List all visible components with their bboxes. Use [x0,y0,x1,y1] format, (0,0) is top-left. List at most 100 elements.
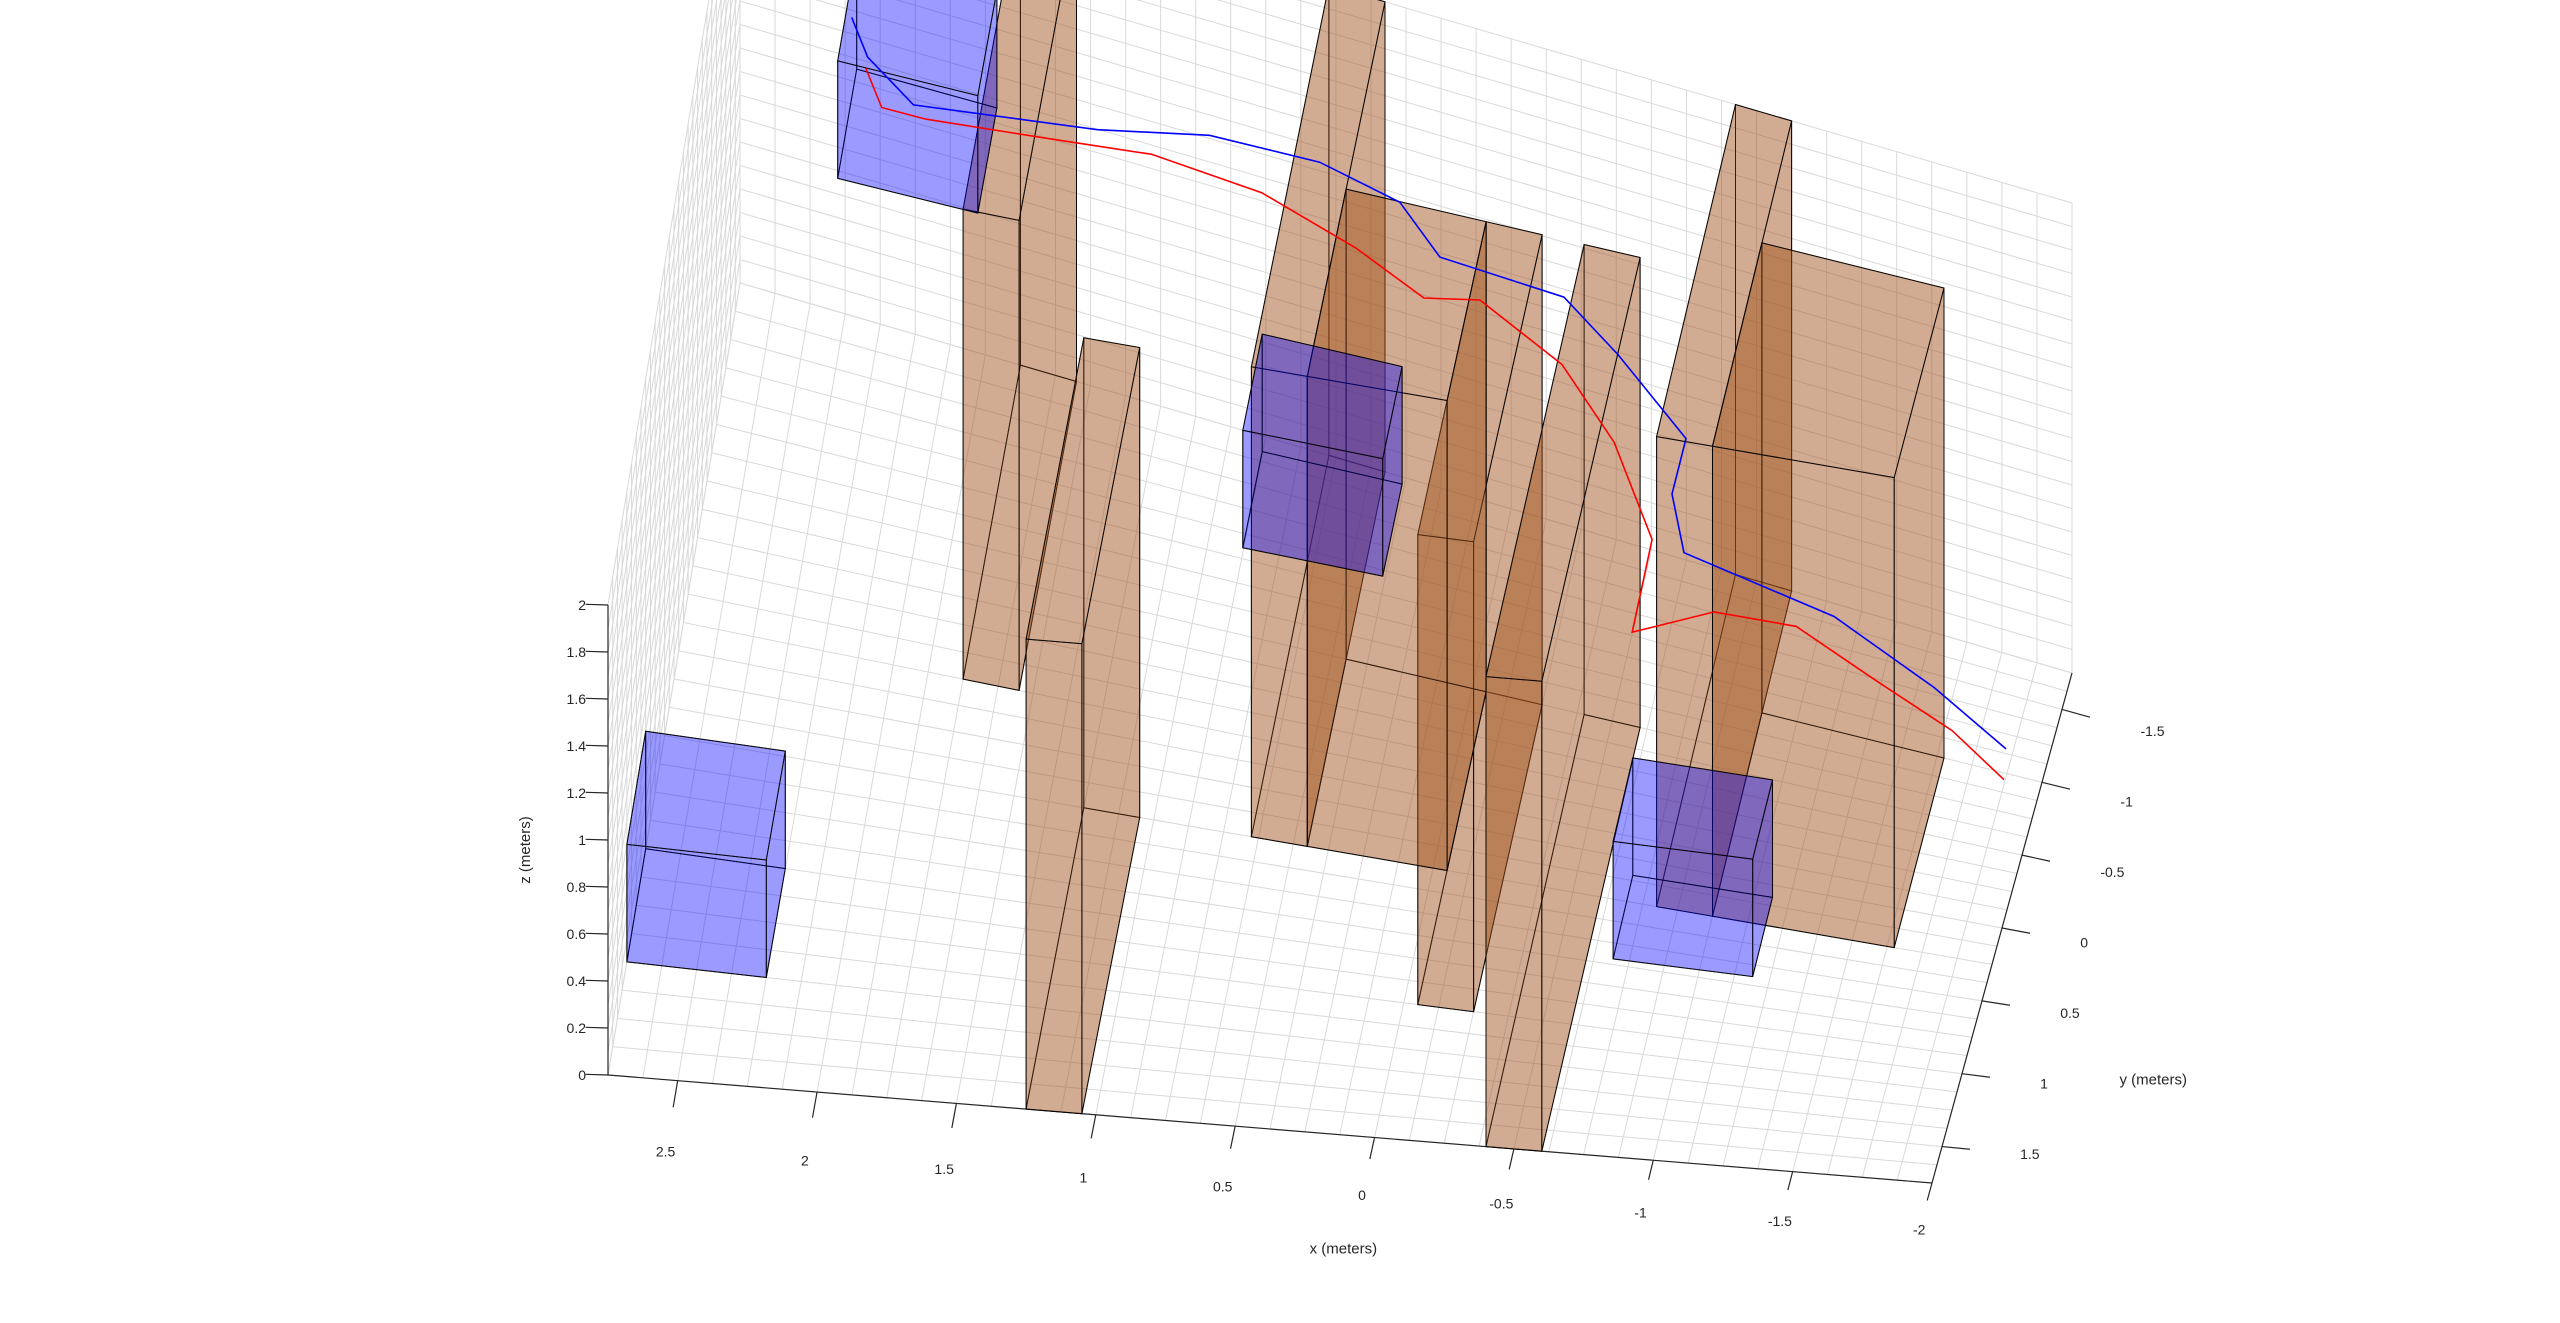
z-tick-mark [585,744,609,747]
trajectory-blue [850,17,2007,750]
y-tick-label: 1 [2040,1076,2048,1092]
wall-gridline [607,23,2073,817]
z-tick-label: 0.8 [567,879,587,895]
z-tick-mark [585,791,609,794]
y-tick-mark [2021,854,2051,862]
x-tick-mark [1369,1137,1376,1160]
floor-gridline [631,933,1958,1093]
floor-gridline [692,565,2023,856]
z-tick-mark [585,603,609,606]
x-tick-label: -0.5 [1489,1196,1513,1212]
wall-gridline [607,0,2073,770]
wall-gridline [607,0,2073,629]
wall-gridline [607,0,2073,653]
wall-gridline [607,94,2073,888]
floor-gridline [735,310,2068,692]
wall-gridline [607,282,2073,1076]
x-axis-label: x (meters) [1310,1241,1378,1258]
x-tick-label: 1 [1080,1170,1088,1186]
floor-gridline [688,593,2018,874]
wall-gridline [607,0,2073,794]
y-tick-mark [1941,1145,1970,1150]
z-tick-label: 1.4 [567,738,587,754]
z-tick-mark [585,1073,609,1076]
z-tick-label: 0.6 [567,926,587,942]
x-tick-label: 0.5 [1213,1178,1233,1194]
z-tick-label: 0.4 [567,973,587,989]
label-layer: 2.5 2 1.5 1 0.5 0 -0.5 -1 -1.5 -2 -1.5 -1 -0.5 0 0.5 1 1… [517,597,2187,1258]
z-tick-mark [585,932,609,935]
target-box-face [626,843,767,979]
floor-gridline [706,480,2038,801]
z-tick-label: 0 [578,1067,586,1083]
z-tick-label: 1 [578,832,586,848]
box-layer [626,0,1945,1152]
y-tick-mark [2001,927,2031,934]
target-box-face [837,0,996,97]
floor-gridline [636,904,1963,1075]
z-tick-mark [585,1026,609,1029]
wall-gridline [607,0,2073,700]
y-axis-label: y (meters) [2120,1072,2188,1089]
floor-gridline [673,678,2003,929]
path-layer [850,17,2007,781]
x-axis-line [607,1074,1933,1184]
x-tick-mark [811,1091,818,1118]
z-tick-label: 0.2 [567,1020,587,1036]
wall-gridline [607,211,2073,1005]
floor-gridline [617,1017,1943,1148]
obstacle-box [1025,337,1141,1115]
target-box [1242,333,1403,577]
z-tick-mark [585,838,609,841]
wall-gridline [607,70,2073,864]
obstacle-box-face [1711,242,1945,479]
z-tick-mark [585,697,609,700]
floor-gridline [659,763,1988,984]
obstacle-box [962,0,1078,692]
z-tick-label: 1.8 [567,644,587,660]
grid-layer [607,0,2073,1184]
x-tick-label: -1.5 [1768,1213,1792,1229]
x-tick-label: 0 [1358,1187,1366,1203]
x-tick-label: 1.5 [934,1161,954,1177]
trajectory-red [864,67,2005,781]
obstacle-box-face [962,208,1020,692]
target-box-face [1612,840,1754,978]
y-tick-label: 0.5 [2060,1005,2080,1021]
wall-gridline [607,235,2073,1029]
target-box [626,730,786,979]
wall-gridline [607,0,2073,676]
target-box-face [626,730,786,861]
obstacle-box-face [1025,638,1083,1115]
x-tick-mark [1647,1160,1654,1180]
target-box-face [1612,757,1774,860]
floor-gridline [626,961,1953,1111]
y-tick-label: 1.5 [2020,1146,2040,1162]
floor-gridline [640,876,1968,1056]
obstacle-box-face [1417,221,1543,543]
target-box [1612,757,1774,978]
axis-layer [585,603,2091,1201]
floor-gridline [655,791,1983,1002]
y-tick-mark [2041,781,2071,790]
x-tick-mark [951,1103,958,1129]
floor-gridline [697,537,2028,838]
x-tick-label: -1 [1634,1204,1647,1220]
z-axis-label: z (meters) [517,816,534,884]
wall-gridline [607,117,2073,911]
floor-gridline [678,650,2008,911]
wall-gridline [607,0,2073,606]
z-tick-label: 1.6 [567,691,587,707]
obstacle-box-face [1485,243,1641,682]
floor-gridline [612,1046,1938,1166]
target-box-face [1242,333,1403,460]
y-tick-label: -0.5 [2100,864,2124,880]
obstacle-box-face [1306,188,1487,402]
y-tick-mark [2061,708,2091,718]
floor-gridline [650,819,1978,1020]
z-tick-mark [585,885,609,888]
floor-gridline [669,706,1998,947]
x-tick-mark [1508,1148,1515,1170]
wall-gridline [607,258,2073,1052]
